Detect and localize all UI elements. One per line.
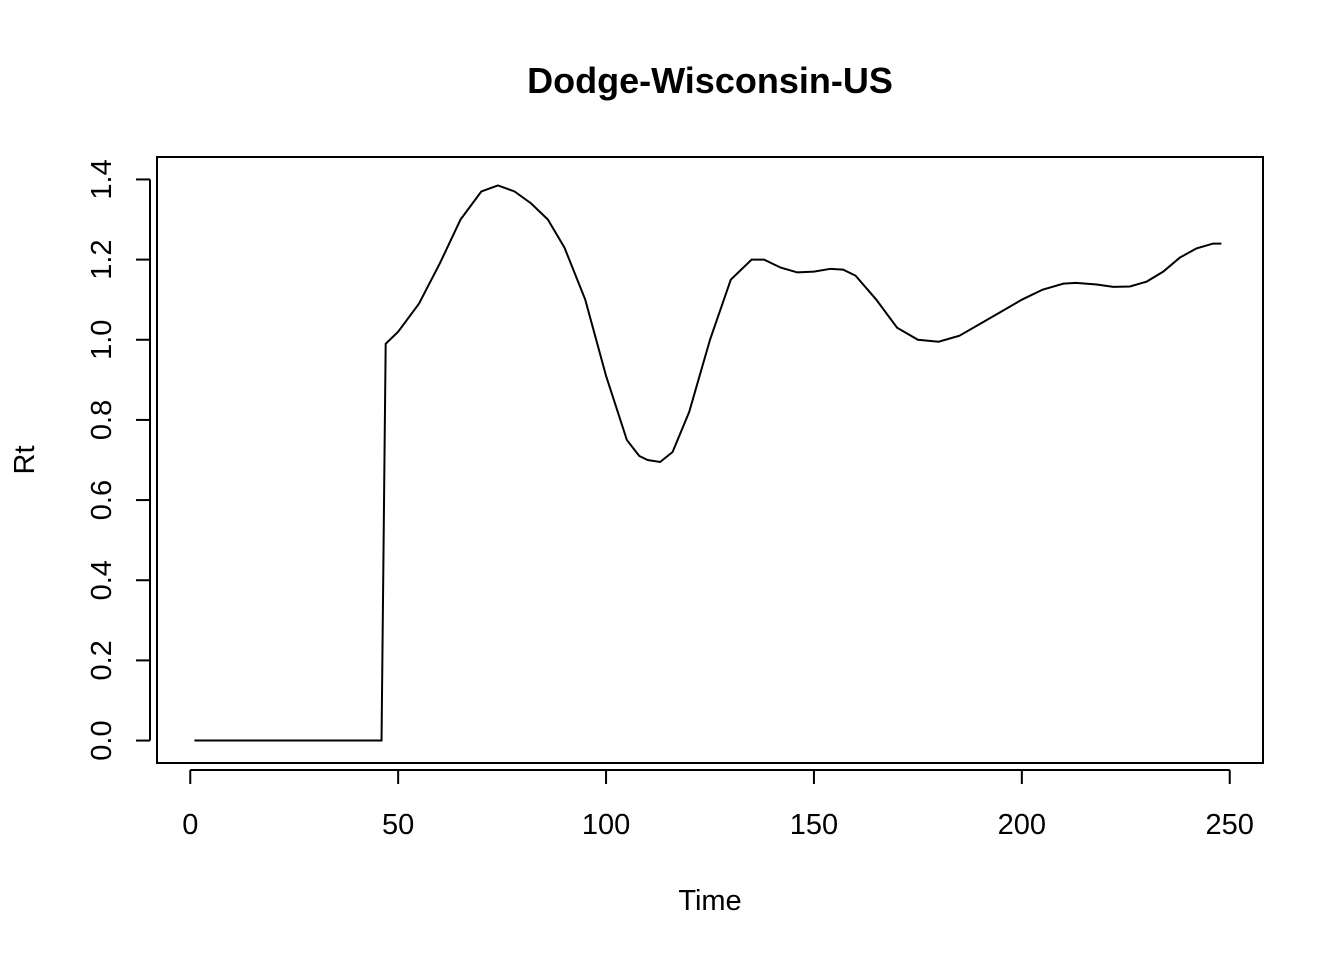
y-tick-label: 0.4: [86, 560, 118, 600]
y-tick-label: 0.6: [86, 480, 118, 520]
y-axis-label: Rt: [9, 446, 41, 475]
y-tick-label: 1.2: [86, 239, 118, 279]
x-tick-label: 50: [382, 809, 414, 841]
x-tick-label: 150: [790, 809, 838, 841]
y-tick-label: 1.4: [86, 159, 118, 199]
chart-title: Dodge-Wisconsin-US: [527, 60, 893, 101]
x-axis-label: Time: [678, 885, 741, 917]
y-axis: 0.0 0.2 0.4 0.6 0.8 1.0 1.2 1.4: [86, 159, 151, 761]
y-tick-label: 0.2: [86, 640, 118, 680]
x-tick-label: 200: [998, 809, 1046, 841]
y-tick-label: 0.0: [86, 720, 118, 760]
rt-series-line: [194, 184, 1222, 742]
x-tick-label: 0: [182, 809, 198, 841]
y-tick-label: 1.0: [86, 320, 118, 360]
x-axis: 0 50 100 150 200 250: [182, 769, 1254, 841]
plot-frame: [156, 156, 1264, 764]
y-tick-label: 0.8: [86, 400, 118, 440]
x-tick-label: 100: [582, 809, 630, 841]
x-tick-label: 250: [1206, 809, 1254, 841]
